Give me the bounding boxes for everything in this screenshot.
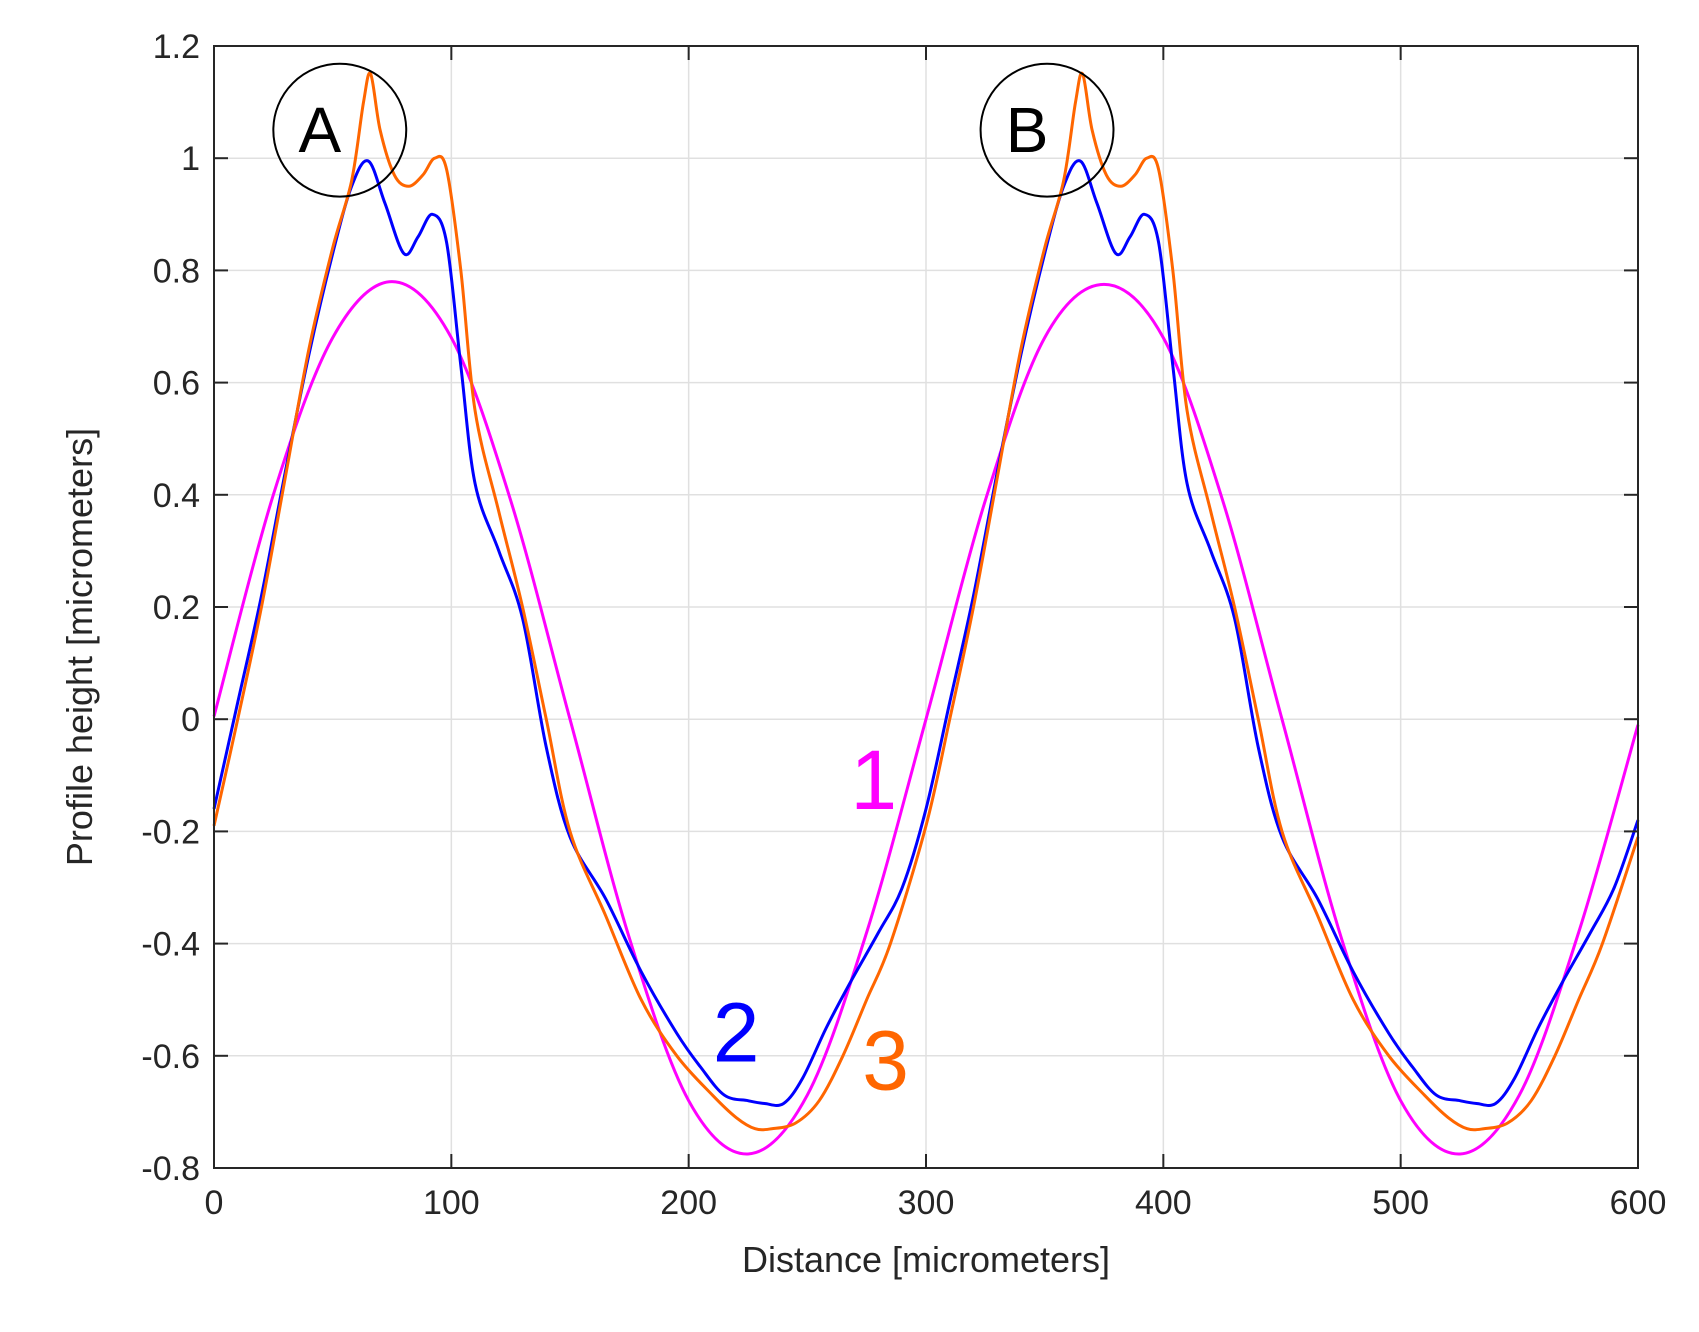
series-line-1	[212, 280, 1640, 1156]
y-tick-label: 0	[181, 701, 200, 739]
x-tick-label: 0	[205, 1184, 224, 1222]
series-line-3	[212, 71, 1640, 1132]
annotation-circle-B	[979, 62, 1115, 198]
grid-lines	[213, 45, 1639, 1169]
series-labels: 1 2 3	[713, 733, 909, 1107]
x-tick-label: 600	[1610, 1184, 1667, 1222]
x-tick-label: 400	[1135, 1184, 1192, 1222]
y-tick-label: -0.4	[141, 926, 200, 964]
x-tick-label: 500	[1372, 1184, 1429, 1222]
x-tick-label: 100	[423, 1184, 480, 1222]
y-tick-labels: 1.2 1 0.8 0.6 0.4 0.2 0 -0.2 -0.4 -0.6 -0.8	[141, 28, 200, 1188]
y-tick-label: 0.8	[153, 252, 200, 290]
annotation-label-A: A	[298, 94, 341, 166]
axis-ticks	[213, 45, 1639, 1169]
annotation-label-B: B	[1006, 94, 1049, 166]
x-tick-label: 300	[898, 1184, 955, 1222]
y-axis-title: Profile height [micrometers]	[59, 428, 100, 866]
x-tick-labels: 0 100 200 300 400 500 600	[205, 1184, 1667, 1222]
x-axis-title: Distance [micrometers]	[742, 1239, 1110, 1280]
y-tick-label: -0.8	[141, 1150, 200, 1188]
series-label-1: 1	[850, 733, 897, 827]
series-label-3: 3	[862, 1013, 909, 1107]
x-tick-label: 200	[660, 1184, 717, 1222]
annotation-circle-A	[272, 62, 408, 198]
y-tick-label: -0.6	[141, 1038, 200, 1076]
y-tick-label: 1	[181, 140, 200, 178]
y-tick-label: 1.2	[153, 28, 200, 66]
series-label-2: 2	[713, 985, 760, 1079]
y-tick-label: -0.2	[141, 813, 200, 851]
series-line-2	[212, 159, 1640, 1107]
y-tick-label: 0.2	[153, 589, 200, 627]
series-lines	[212, 71, 1640, 1156]
y-tick-label: 0.6	[153, 365, 200, 403]
y-tick-label: 0.4	[153, 477, 200, 515]
